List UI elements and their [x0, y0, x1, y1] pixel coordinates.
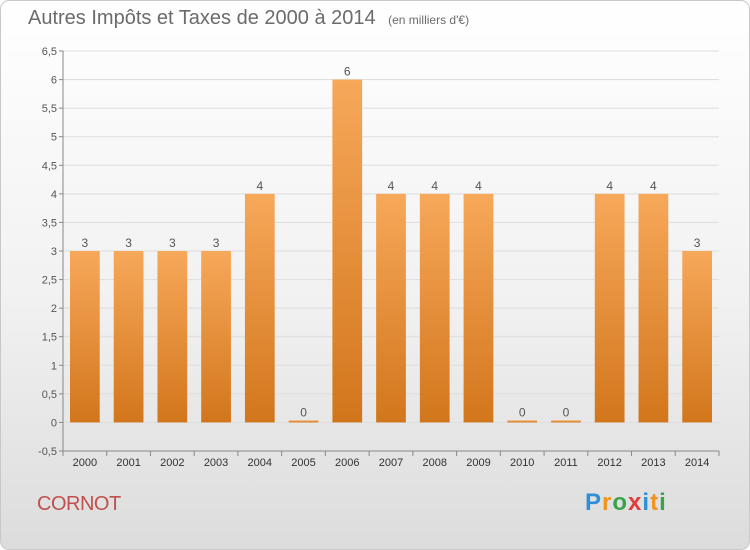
bar-2002	[157, 251, 188, 423]
x-tick-label: 2006	[335, 457, 359, 469]
value-label-2008: 4	[431, 179, 438, 193]
value-label-2001: 3	[125, 236, 132, 250]
y-tick-label: 3	[51, 246, 57, 258]
x-tick-label: 2003	[204, 457, 228, 469]
chart-subtitle: (en milliers d'€)	[388, 13, 470, 27]
x-tick-label: 2013	[641, 457, 665, 469]
value-label-2013: 4	[650, 179, 657, 193]
y-tick-label: 5,5	[42, 103, 57, 115]
bar-2003	[201, 251, 231, 423]
x-tick-label: 2011	[554, 457, 578, 469]
value-label-2007: 4	[388, 179, 395, 193]
value-label-2003: 3	[213, 236, 220, 250]
logo-letter: t	[650, 489, 660, 516]
logo-letter: P	[585, 489, 603, 516]
y-tick-label: 6	[51, 75, 57, 87]
bar-2000	[69, 251, 100, 423]
bar-2011	[551, 420, 581, 423]
x-tick-label: 2014	[685, 457, 709, 469]
logo-letter: o	[612, 489, 629, 516]
x-tick-label: 2001	[116, 457, 140, 469]
value-label-2000: 3	[82, 236, 89, 250]
logo-letter: i	[659, 489, 667, 516]
y-tick-label: 6,5	[42, 46, 57, 58]
y-tick-label: 2	[51, 303, 57, 315]
logo-letter: r	[602, 489, 613, 516]
y-tick-label: 2,5	[42, 275, 57, 287]
y-tick-label: 0	[51, 417, 57, 429]
bars	[69, 79, 713, 423]
bar-2005	[288, 420, 319, 423]
value-label-2004: 4	[256, 179, 263, 193]
logo-letter: x	[628, 489, 643, 516]
bar-2010	[507, 420, 538, 423]
value-label-2002: 3	[169, 236, 176, 250]
axes: -0,5 0 0,5 1 1,5 2 2,5 3 3,5 4 4,5 5 5,5 6 6,5 2000 2001…	[38, 46, 720, 469]
y-tick-label: 5	[51, 132, 57, 144]
y-tick-label: 1,5	[42, 332, 57, 344]
x-tick-label: 2005	[291, 457, 315, 469]
bar-2013	[638, 193, 669, 423]
y-tick-label: 0,5	[42, 389, 57, 401]
y-tick-label: 3,5	[42, 217, 57, 229]
bar-2012	[594, 193, 625, 423]
bar-2004	[244, 193, 275, 423]
x-tick-label: 2000	[73, 457, 97, 469]
x-tick-label: 2007	[379, 457, 403, 469]
value-label-2006: 6	[344, 65, 351, 79]
value-label-2012: 4	[606, 179, 613, 193]
value-label-2011: 0	[563, 405, 570, 419]
x-tick-label: 2010	[510, 457, 534, 469]
x-tick-label: 2012	[597, 457, 621, 469]
bar-2008	[419, 193, 450, 423]
proxiti-logo[interactable]: Proxiti	[585, 489, 667, 517]
value-labels: 3 3 3 3 4 0 6 4 4 4 0 0 4 4 3	[82, 65, 701, 420]
bar-2007	[376, 193, 406, 423]
y-tick-label: 4,5	[42, 160, 57, 172]
bar-2001	[113, 251, 144, 423]
value-label-2014: 3	[694, 236, 701, 250]
value-label-2010: 0	[519, 405, 526, 419]
bar-2006	[332, 79, 363, 423]
value-label-2005: 0	[300, 405, 307, 419]
x-tick-label: 2008	[422, 457, 446, 469]
commune-name: CORNOT	[37, 493, 121, 515]
logo-letter: i	[642, 489, 651, 516]
y-tick-label: -0,5	[38, 446, 57, 458]
bar-2014	[682, 251, 713, 423]
x-tick-label: 2004	[248, 457, 272, 469]
y-tick-label: 1	[51, 360, 57, 372]
chart-header: Autres Impôts et Taxes de 2000 à 2014 (e…	[28, 7, 469, 30]
bar-2009	[463, 193, 494, 423]
value-label-2009: 4	[475, 179, 482, 193]
chart-title: Autres Impôts et Taxes de 2000 à 2014	[28, 7, 376, 29]
y-tick-label: 4	[51, 189, 57, 201]
x-tick-label: 2009	[466, 457, 490, 469]
x-tick-label: 2002	[160, 457, 184, 469]
